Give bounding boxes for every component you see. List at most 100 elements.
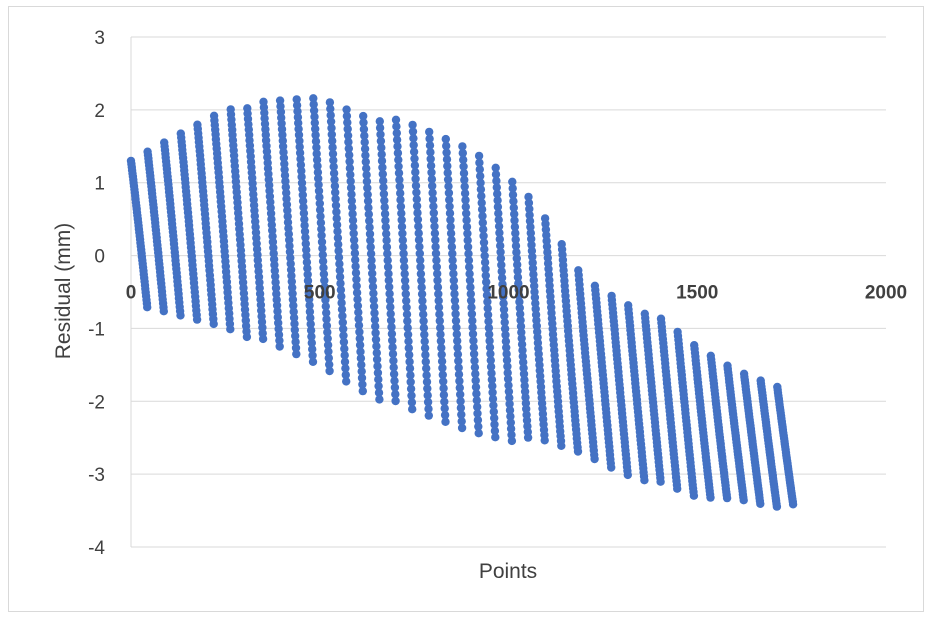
- data-point: [300, 215, 309, 224]
- data-point: [325, 366, 334, 376]
- data-point: [422, 364, 431, 373]
- data-point: [459, 162, 468, 171]
- data-point: [357, 360, 366, 369]
- data-point: [404, 337, 413, 346]
- data-point: [557, 441, 566, 450]
- data-point: [453, 336, 462, 346]
- data-point: [689, 491, 699, 500]
- data-point: [379, 189, 389, 199]
- data-point: [503, 374, 513, 384]
- data-point: [495, 228, 504, 237]
- data-point: [443, 161, 452, 171]
- data-point: [433, 276, 442, 285]
- data-point: [366, 249, 376, 258]
- data-point: [369, 302, 379, 311]
- y-tick-label: -1: [88, 319, 105, 340]
- data-point: [336, 285, 346, 295]
- data-point: [515, 297, 524, 307]
- data-point: [450, 296, 460, 305]
- data-point: [349, 235, 359, 245]
- data-point: [445, 202, 454, 211]
- data-point: [349, 222, 358, 232]
- data-point: [432, 256, 441, 265]
- data-point: [509, 197, 518, 206]
- data-point: [398, 229, 407, 238]
- data-point: [430, 229, 440, 238]
- data-point: [399, 242, 408, 252]
- data-point: [467, 309, 477, 319]
- data-point: [463, 229, 472, 238]
- data-point: [409, 147, 419, 156]
- data-point: [296, 160, 306, 170]
- data-point: [414, 229, 423, 238]
- data-point: [342, 111, 352, 121]
- data-point: [491, 433, 500, 442]
- data-point: [356, 354, 366, 363]
- data-point: [296, 154, 305, 164]
- data-point: [367, 256, 376, 265]
- data-point: [417, 276, 426, 285]
- data-point: [457, 423, 467, 433]
- data-point: [451, 316, 461, 325]
- data-point: [416, 269, 426, 278]
- data-point: [366, 242, 375, 252]
- data-point: [287, 277, 296, 286]
- data-point: [384, 276, 393, 285]
- data-point: [449, 283, 459, 292]
- data-point: [486, 349, 495, 358]
- data-point: [400, 262, 409, 272]
- data-point: [339, 324, 348, 334]
- data-point: [353, 295, 362, 304]
- data-point: [426, 148, 435, 157]
- data-point: [466, 289, 475, 299]
- data-point: [623, 470, 632, 480]
- data-point: [444, 182, 453, 191]
- data-point: [328, 143, 337, 152]
- data-point: [335, 266, 344, 275]
- data-point: [374, 375, 383, 384]
- data-point: [292, 349, 301, 359]
- data-point: [303, 276, 313, 285]
- data-point: [494, 215, 503, 225]
- data-point: [470, 356, 479, 365]
- data-point: [390, 376, 399, 385]
- data-point: [403, 330, 413, 339]
- data-point: [394, 168, 404, 178]
- data-point: [360, 131, 369, 140]
- data-point: [474, 429, 483, 438]
- data-point: [312, 155, 322, 165]
- data-point: [656, 477, 665, 486]
- data-point: [504, 381, 513, 390]
- data-point: [302, 245, 311, 255]
- data-point: [315, 193, 324, 202]
- data-point: [441, 417, 450, 426]
- data-point: [492, 183, 501, 192]
- data-point: [423, 384, 432, 393]
- data-point: [337, 292, 346, 301]
- data-point: [362, 177, 372, 186]
- data-point: [481, 271, 490, 280]
- data-point: [389, 369, 399, 379]
- data-point: [473, 409, 482, 418]
- data-point: [508, 177, 517, 186]
- data-point: [338, 311, 347, 321]
- data-point: [410, 154, 419, 163]
- data-point: [340, 344, 349, 353]
- data-point: [468, 323, 477, 332]
- data-point: [772, 502, 782, 511]
- data-point: [319, 263, 328, 272]
- data-point: [335, 259, 344, 269]
- data-point: [359, 118, 368, 127]
- data-point: [396, 189, 405, 198]
- data-point: [373, 368, 383, 377]
- data-point: [673, 484, 682, 493]
- data-point: [511, 235, 520, 244]
- x-tick-label: 1000: [487, 283, 529, 304]
- y-tick-label: 0: [94, 247, 105, 268]
- data-point: [358, 386, 367, 396]
- data-point: [408, 127, 418, 136]
- data-point: [469, 336, 478, 345]
- data-point: [309, 94, 318, 103]
- data-point: [319, 269, 329, 279]
- data-point: [288, 295, 298, 304]
